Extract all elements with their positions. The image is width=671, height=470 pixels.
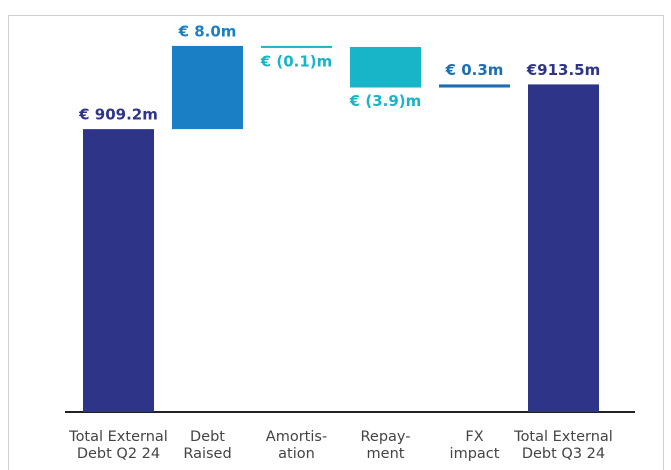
value-label: € 8.0m bbox=[178, 22, 237, 40]
x-tick-label: Total External Debt Q3 24 bbox=[513, 429, 613, 462]
x-tick-label: Amortis-ation bbox=[266, 429, 327, 462]
bar bbox=[83, 129, 154, 412]
x-tick-label: Total External Debt Q2 24 bbox=[68, 429, 168, 462]
value-label: € (3.9)m bbox=[349, 92, 422, 110]
x-tick-label: FX impact bbox=[450, 429, 500, 462]
bar bbox=[261, 45, 332, 48]
bar bbox=[172, 45, 243, 130]
value-label: € 909.2m bbox=[78, 106, 158, 124]
value-label: € (0.1)m bbox=[260, 52, 333, 70]
bar bbox=[528, 84, 599, 413]
value-label: € 0.3m bbox=[445, 61, 504, 79]
bar bbox=[350, 46, 421, 88]
value-label: €913.5m bbox=[526, 61, 601, 79]
bar bbox=[439, 84, 510, 88]
x-tick-label: Repay-ment bbox=[361, 429, 411, 462]
x-tick-label: Debt Raised bbox=[183, 429, 231, 462]
